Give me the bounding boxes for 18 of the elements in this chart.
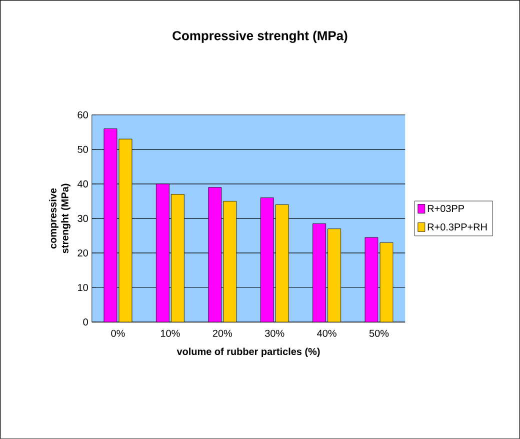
x-tick-label: 0% xyxy=(111,330,125,337)
y-tick-label: 60 xyxy=(78,111,88,118)
y-tick-label: 30 xyxy=(78,214,88,222)
legend-label: R+03PP xyxy=(428,205,464,212)
y-tick-label: 50 xyxy=(78,146,88,153)
x-tick-label: 50% xyxy=(369,330,389,337)
chart-title: Compressive strenght (MPa) xyxy=(172,30,348,43)
y-tick-label: 40 xyxy=(78,180,88,188)
y-tick-label: 0 xyxy=(83,318,88,326)
x-tick-label: 40% xyxy=(317,330,336,337)
x-tick-label: 20% xyxy=(212,330,232,337)
x-axis-title: volume of rubber particles (%) xyxy=(176,348,320,358)
y-axis-title: compressive strenght (MPa) xyxy=(49,184,70,254)
y-tick-label: 20 xyxy=(78,249,88,257)
x-tick-label: 10% xyxy=(160,330,180,337)
legend-label: R+0.3PP+RH xyxy=(428,223,487,231)
y-tick-label: 10 xyxy=(78,284,88,292)
x-tick-label: 30% xyxy=(265,330,284,337)
